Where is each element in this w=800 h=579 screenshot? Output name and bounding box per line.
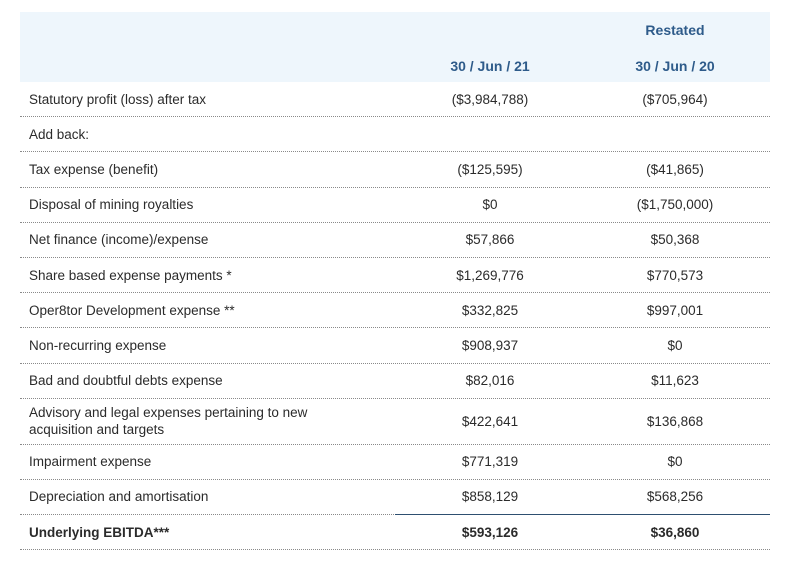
- value-2020: $770,573: [646, 267, 704, 283]
- value-2020: ($1,750,000): [636, 197, 714, 213]
- table-row: Statutory profit (loss) after tax ($3,98…: [20, 82, 770, 118]
- value-2020: $0: [667, 337, 683, 353]
- value-2021: $332,825: [461, 302, 519, 318]
- row-label: Bad and doubtful debts expense: [29, 373, 223, 389]
- value-2021: $1,269,776: [456, 267, 524, 283]
- row-label: Depreciation and amortisation: [29, 489, 209, 505]
- column-header-2021: 30 / Jun / 21: [450, 58, 530, 74]
- value-2020: $50,368: [650, 232, 700, 248]
- row-label: Net finance (income)/expense: [29, 232, 209, 248]
- total-rule-divider: [395, 514, 770, 516]
- value-2021: $858,129: [461, 489, 519, 505]
- row-label: Disposal of mining royalties: [29, 197, 194, 213]
- value-2021: ($3,984,788): [451, 91, 529, 107]
- table-row: Oper8tor Development expense ** $332,825…: [20, 293, 770, 329]
- table-row: Impairment expense $771,319 $0: [20, 445, 770, 480]
- row-label: Share based expense payments *: [29, 267, 232, 283]
- total-label: Underlying EBITDA***: [29, 524, 170, 540]
- table-row: Net finance (income)/expense $57,866 $50…: [20, 223, 770, 258]
- value-2021: $771,319: [461, 454, 519, 470]
- table-row: Advisory and legal expenses pertaining t…: [20, 399, 770, 445]
- row-label: Add back:: [29, 126, 90, 142]
- total-value-2021: $593,126: [461, 524, 519, 540]
- total-row: Underlying EBITDA*** $593,126 $36,860: [20, 514, 770, 551]
- table-row: Non-recurring expense $908,937 $0: [20, 328, 770, 364]
- table-row: Disposal of mining royalties $0 ($1,750,…: [20, 188, 770, 223]
- value-2020: $11,623: [651, 373, 699, 389]
- table-row: Tax expense (benefit) ($125,595) ($41,86…: [20, 152, 770, 188]
- table-row: Add back:: [20, 117, 770, 153]
- value-2020: $136,868: [646, 413, 704, 429]
- column-header-2020: 30 / Jun / 20: [635, 58, 715, 74]
- total-value-2020: $36,860: [650, 524, 700, 540]
- value-2020: ($41,865): [646, 161, 704, 177]
- row-label: Non-recurring expense: [29, 337, 167, 353]
- table-row: Depreciation and amortisation $858,129 $…: [20, 480, 770, 516]
- table-row: Share based expense payments * $1,269,77…: [20, 258, 770, 294]
- row-label: Advisory and legal expenses pertaining t…: [29, 405, 308, 438]
- value-2021: $908,937: [461, 337, 519, 353]
- value-2021: [395, 117, 585, 151]
- value-2020: ($705,964): [642, 91, 708, 107]
- value-2020: [580, 117, 770, 151]
- value-2021: $57,866: [465, 232, 515, 248]
- value-2020: $0: [667, 454, 683, 470]
- value-2020: $568,256: [646, 489, 704, 505]
- restated-label: Restated: [645, 22, 705, 38]
- value-2021: $82,016: [465, 373, 515, 389]
- row-label: Impairment expense: [29, 454, 152, 470]
- row-label: Tax expense (benefit): [29, 161, 159, 177]
- value-2020: $997,001: [646, 302, 704, 318]
- ebitda-reconciliation-table: Restated 30 / Jun / 21 30 / Jun / 20 Sta…: [20, 12, 770, 551]
- value-2021: ($125,595): [457, 161, 523, 177]
- value-2021: $422,641: [461, 413, 519, 429]
- row-label: Oper8tor Development expense **: [29, 302, 235, 318]
- table-header: Restated 30 / Jun / 21 30 / Jun / 20: [20, 12, 770, 82]
- value-2021: $0: [482, 197, 498, 213]
- table-row: Bad and doubtful debts expense $82,016 $…: [20, 364, 770, 399]
- row-label: Statutory profit (loss) after tax: [29, 91, 207, 107]
